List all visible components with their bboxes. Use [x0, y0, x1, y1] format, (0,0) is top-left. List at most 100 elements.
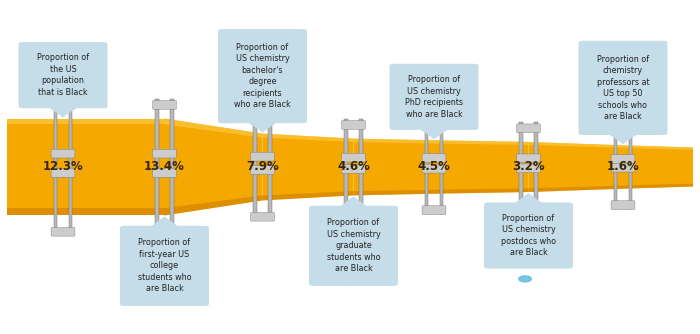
Circle shape [341, 261, 359, 270]
FancyBboxPatch shape [517, 164, 540, 173]
Polygon shape [63, 119, 164, 215]
FancyBboxPatch shape [309, 206, 398, 286]
Bar [170, 99, 174, 235]
FancyBboxPatch shape [218, 29, 307, 123]
Polygon shape [7, 119, 63, 124]
FancyBboxPatch shape [251, 152, 274, 161]
Polygon shape [48, 106, 78, 118]
Polygon shape [434, 140, 528, 194]
FancyBboxPatch shape [611, 155, 635, 163]
Circle shape [334, 245, 348, 252]
Bar [534, 122, 538, 212]
Text: Proportion of
first-year US
college
students who
are Black: Proportion of first-year US college stud… [138, 238, 191, 293]
FancyBboxPatch shape [422, 206, 446, 214]
Polygon shape [434, 140, 528, 145]
FancyBboxPatch shape [342, 165, 365, 173]
FancyBboxPatch shape [342, 153, 365, 162]
Circle shape [270, 70, 283, 76]
Circle shape [528, 249, 542, 256]
Text: Proportion of
the US
population
that is Black: Proportion of the US population that is … [37, 53, 89, 97]
FancyBboxPatch shape [611, 201, 635, 209]
Polygon shape [528, 142, 623, 192]
Polygon shape [262, 191, 354, 200]
FancyBboxPatch shape [153, 169, 176, 177]
Text: Proportion of
US chemistry
PhD recipients
who are Black: Proportion of US chemistry PhD recipient… [405, 75, 463, 119]
Text: Proportion of
US chemistry
graduate
students who
are Black: Proportion of US chemistry graduate stud… [327, 218, 380, 273]
Polygon shape [354, 139, 434, 144]
FancyBboxPatch shape [342, 207, 365, 216]
Polygon shape [623, 145, 693, 189]
Text: Proportion of
US chemistry
postdocs who
are Black: Proportion of US chemistry postdocs who … [501, 214, 556, 257]
Circle shape [354, 252, 368, 259]
Polygon shape [247, 121, 278, 133]
FancyBboxPatch shape [484, 202, 573, 269]
Polygon shape [354, 190, 434, 195]
FancyBboxPatch shape [51, 101, 75, 109]
Bar [519, 122, 523, 212]
Text: Proportion of
US chemistry
bachelor's
degree
recipients
who are Black: Proportion of US chemistry bachelor's de… [234, 43, 291, 109]
Bar [440, 120, 443, 214]
Bar [425, 120, 428, 214]
Polygon shape [7, 119, 63, 215]
Polygon shape [262, 134, 354, 200]
FancyBboxPatch shape [517, 204, 540, 213]
Bar [69, 99, 72, 235]
FancyBboxPatch shape [153, 101, 176, 109]
Bar [268, 114, 272, 220]
FancyBboxPatch shape [517, 154, 540, 163]
Polygon shape [63, 208, 164, 215]
Bar [54, 99, 57, 235]
FancyBboxPatch shape [120, 226, 209, 306]
Polygon shape [513, 193, 544, 204]
Polygon shape [63, 119, 164, 124]
Polygon shape [608, 133, 638, 144]
Polygon shape [623, 184, 693, 189]
Circle shape [248, 63, 263, 70]
Polygon shape [434, 188, 528, 194]
FancyBboxPatch shape [422, 154, 446, 162]
FancyBboxPatch shape [389, 64, 479, 130]
FancyBboxPatch shape [51, 169, 75, 177]
Polygon shape [164, 119, 262, 215]
Text: 7.9%: 7.9% [246, 161, 279, 173]
Text: 1.6%: 1.6% [607, 161, 639, 173]
FancyBboxPatch shape [153, 227, 176, 236]
Polygon shape [149, 216, 180, 228]
FancyBboxPatch shape [422, 122, 446, 131]
FancyBboxPatch shape [51, 149, 75, 158]
Bar [155, 99, 159, 235]
Circle shape [516, 258, 534, 267]
Bar [253, 114, 257, 220]
FancyBboxPatch shape [611, 127, 635, 136]
Circle shape [344, 279, 356, 285]
FancyBboxPatch shape [251, 166, 274, 174]
Polygon shape [164, 195, 262, 215]
Polygon shape [262, 134, 354, 142]
FancyBboxPatch shape [342, 121, 365, 129]
Polygon shape [528, 185, 623, 192]
FancyBboxPatch shape [611, 163, 635, 172]
FancyBboxPatch shape [422, 164, 446, 173]
Text: 4.6%: 4.6% [337, 161, 370, 173]
Text: Proportion of
chemistry
professors at
US top 50
schools who
are Black: Proportion of chemistry professors at US… [596, 55, 650, 121]
FancyBboxPatch shape [51, 227, 75, 236]
Bar [359, 119, 363, 215]
FancyBboxPatch shape [578, 41, 668, 135]
FancyBboxPatch shape [251, 116, 274, 124]
FancyBboxPatch shape [251, 212, 274, 221]
Bar [344, 119, 348, 215]
FancyBboxPatch shape [517, 124, 540, 133]
Text: 3.2%: 3.2% [512, 161, 545, 173]
Circle shape [519, 276, 531, 282]
FancyBboxPatch shape [153, 149, 176, 158]
Bar [629, 125, 632, 209]
Polygon shape [164, 119, 262, 138]
Circle shape [240, 74, 250, 79]
Bar [614, 125, 617, 209]
Circle shape [292, 88, 303, 93]
FancyBboxPatch shape [18, 42, 108, 108]
Polygon shape [354, 139, 434, 195]
Text: 13.4%: 13.4% [144, 161, 185, 173]
Text: 4.5%: 4.5% [418, 161, 450, 173]
Polygon shape [419, 128, 449, 139]
